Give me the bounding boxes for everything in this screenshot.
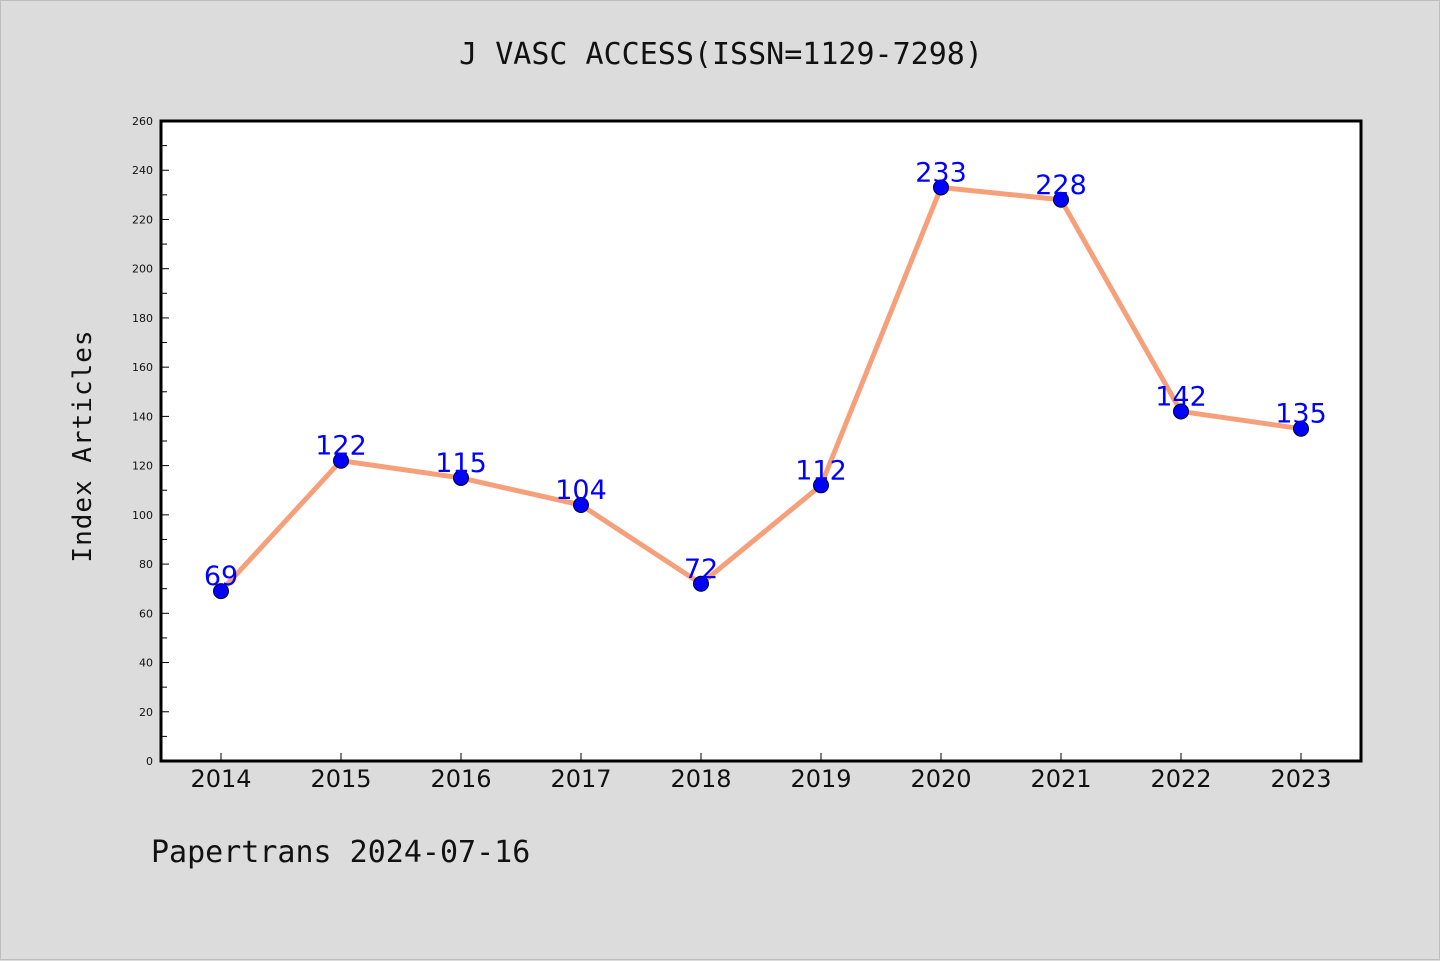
x-tick-label: 2018: [670, 765, 731, 793]
footer-text: Papertrans 2024-07-16: [151, 835, 531, 870]
data-label: 104: [555, 475, 607, 506]
data-label: 112: [795, 455, 847, 486]
data-labels: 69 122 115 104 72 112 233 228 142 135: [204, 157, 1327, 592]
y-tick-label: 220: [132, 213, 153, 226]
data-label: 72: [684, 554, 718, 585]
data-label: 233: [915, 157, 967, 188]
x-tick-label: 2020: [910, 765, 971, 793]
y-tick-label: 60: [139, 607, 153, 620]
x-tick-label: 2014: [190, 765, 251, 793]
y-tick-label: 200: [132, 263, 153, 276]
data-point: [1053, 191, 1069, 208]
x-axis-ticks: 2014 2015 2016 2017 2018 2019 2020 2021 2022 2023: [190, 753, 1332, 793]
data-point: [453, 469, 469, 486]
data-label: 142: [1155, 381, 1207, 412]
y-tick-label: 40: [139, 657, 153, 670]
y-tick-label: 120: [132, 460, 153, 473]
data-point: [933, 179, 949, 196]
y-axis-ticks: 0 20 40 60 80 100 120 140 160 180 200 220 240 260: [132, 115, 169, 768]
data-label: 115: [435, 448, 487, 479]
data-label: 135: [1275, 399, 1327, 430]
x-tick-label: 2023: [1270, 765, 1331, 793]
data-point: [1173, 403, 1189, 420]
y-tick-label: 80: [139, 558, 153, 571]
data-point: [333, 452, 349, 469]
data-label: 228: [1035, 170, 1087, 201]
y-tick-label: 240: [132, 164, 153, 177]
data-label: 69: [204, 561, 238, 592]
x-tick-label: 2015: [310, 765, 371, 793]
series-line: [219, 184, 1302, 593]
x-tick-label: 2017: [550, 765, 611, 793]
data-point: [813, 477, 829, 494]
data-point: [1293, 420, 1309, 437]
x-tick-label: 2021: [1030, 765, 1091, 793]
y-tick-label: 260: [132, 115, 153, 128]
data-label: 122: [315, 431, 367, 462]
data-points: [213, 179, 1309, 600]
y-axis-label: Index Articles: [68, 329, 98, 562]
y-tick-label: 140: [132, 410, 153, 423]
x-tick-label: 2022: [1150, 765, 1211, 793]
x-tick-label: 2019: [790, 765, 851, 793]
data-point: [573, 497, 589, 513]
plot-area: [159, 119, 1363, 763]
y-tick-label: 180: [132, 312, 153, 325]
x-tick-label: 2016: [430, 765, 491, 793]
y-tick-label: 0: [146, 755, 153, 768]
data-point: [693, 575, 709, 592]
y-tick-label: 20: [139, 706, 153, 719]
data-point: [213, 583, 229, 600]
y-tick-label: 160: [132, 361, 153, 374]
chart-title: J VASC ACCESS(ISSN=1129-7298): [459, 37, 983, 72]
y-tick-label: 100: [132, 509, 153, 522]
